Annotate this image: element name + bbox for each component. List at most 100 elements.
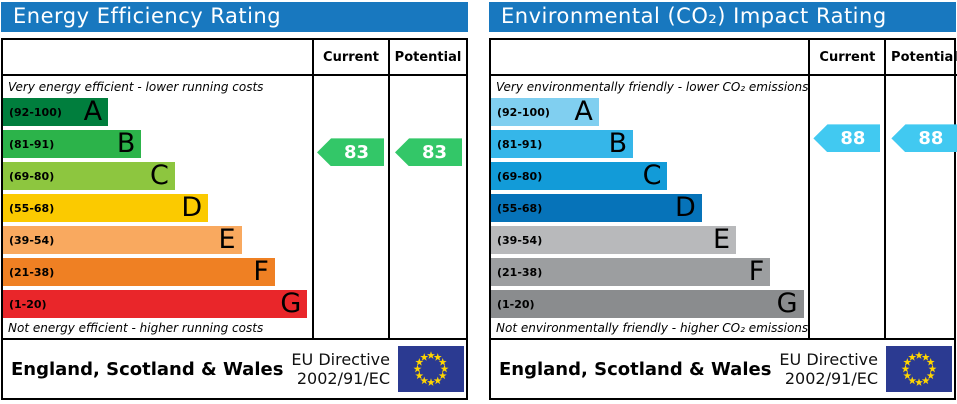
band-range-label: (81-91) xyxy=(9,137,55,151)
eu-flag-star xyxy=(415,371,424,380)
energy-current-rating-arrow: 83 xyxy=(317,138,384,167)
band-row-e: (39-54) E xyxy=(3,226,242,254)
eu-flag-star xyxy=(413,364,422,373)
co2-potential-rating-arrow: 88 xyxy=(891,124,957,153)
energy-potential-cell: 83 xyxy=(388,76,466,338)
eu-flag-star xyxy=(438,371,447,380)
co2-current-cell: 88 xyxy=(808,76,884,338)
eu-directive-line1: EU Directive xyxy=(779,349,878,369)
band-letter: C xyxy=(642,160,662,191)
eu-flag-star xyxy=(433,353,442,361)
co2-region-label: England, Scotland & Wales xyxy=(499,358,772,380)
energy-bottom-scale-label: Not energy efficient - higher running co… xyxy=(8,321,264,335)
band-range-label: (1-20) xyxy=(497,297,535,311)
band-letter: F xyxy=(253,256,269,287)
eu-flag-star xyxy=(915,351,923,359)
band-row-a: (92-100) A xyxy=(3,96,109,127)
band-letter: E xyxy=(218,224,236,255)
co2-potential-rating-value: 88 xyxy=(918,127,944,149)
band-letter: C xyxy=(149,160,169,191)
band-range-label: (1-20) xyxy=(9,297,47,311)
band-row-b: (81-91) B xyxy=(491,128,634,159)
band-range-label: (55-68) xyxy=(497,201,543,215)
energy-panel-title: Energy Efficiency Rating xyxy=(1,2,468,32)
energy-current-column-header: Current xyxy=(312,40,388,76)
eu-flag-star xyxy=(915,378,923,386)
eu-flag-star xyxy=(908,353,917,361)
co2-eu-directive-label: EU Directive 2002/91/EC xyxy=(779,350,886,388)
eu-flag-star xyxy=(427,351,435,359)
co2-impact-panel: Environmental (CO₂) Impact Rating Curren… xyxy=(489,2,957,400)
band-range-label: (81-91) xyxy=(497,137,543,151)
eu-flag-icon xyxy=(886,346,952,392)
co2-current-rating-value: 88 xyxy=(840,127,866,149)
band-row-c: (69-80) C xyxy=(491,160,668,191)
energy-rating-table: Current Potential Very energy efficient … xyxy=(1,38,468,340)
co2-bands: (92-100) A (81-91) B (69-80) C (55-68) D (39-54)… xyxy=(491,98,808,318)
band-row-c: (69-80) C xyxy=(3,162,175,190)
co2-top-scale-label: Very environmentally friendly - lower CO… xyxy=(496,80,809,94)
eu-directive-line1: EU Directive xyxy=(291,349,390,369)
co2-current-rating-arrow: 88 xyxy=(813,124,881,153)
eu-flag-star xyxy=(420,376,429,385)
band-range-label: (21-38) xyxy=(9,265,55,279)
eu-flag-star xyxy=(415,358,424,366)
energy-potential-rating-value: 83 xyxy=(421,141,448,163)
band-row-g: (1-20) G xyxy=(491,290,804,318)
energy-eu-directive-label: EU Directive 2002/91/EC xyxy=(291,350,398,388)
band-range-label: (69-80) xyxy=(497,169,543,183)
energy-header-blank-cell xyxy=(3,40,312,76)
eu-flag-star xyxy=(433,376,442,385)
co2-bands-cell: Very environmentally friendly - lower CO… xyxy=(491,76,808,338)
band-letter: A xyxy=(83,96,103,127)
energy-potential-rating-arrow: 83 xyxy=(395,138,462,167)
band-letter: D xyxy=(181,192,203,223)
eu-flag-star xyxy=(420,353,429,361)
band-letter: B xyxy=(608,128,628,159)
band-range-label: (39-54) xyxy=(497,233,543,247)
co2-potential-cell: 88 xyxy=(884,76,957,338)
eu-flag-star xyxy=(901,364,910,373)
eu-flag-star xyxy=(438,358,447,366)
band-row-g: (1-20) G xyxy=(3,288,308,319)
band-row-d: (55-68) D xyxy=(491,194,702,222)
eu-flag-star xyxy=(440,364,449,373)
band-letter: A xyxy=(574,96,593,127)
band-letter: G xyxy=(776,288,798,319)
co2-current-column-header: Current xyxy=(808,40,885,76)
band-letter: D xyxy=(674,192,696,223)
eu-flag-icon xyxy=(398,346,464,392)
eu-flag-star xyxy=(926,358,935,366)
energy-footer: England, Scotland & Wales EU Directive 2… xyxy=(1,338,468,400)
co2-bottom-scale-label: Not environmentally friendly - higher CO… xyxy=(496,321,809,335)
band-range-label: (39-54) xyxy=(9,233,55,247)
eu-flag-star xyxy=(903,358,912,366)
energy-current-cell: 83 xyxy=(312,76,388,338)
energy-region-label: England, Scotland & Wales xyxy=(11,358,284,380)
band-row-f: (21-38) F xyxy=(3,258,275,286)
band-range-label: (55-68) xyxy=(9,201,55,215)
band-letter: G xyxy=(280,288,302,319)
band-letter: F xyxy=(748,256,765,287)
band-row-f: (21-38) F xyxy=(491,256,771,287)
eu-flag-star xyxy=(921,353,930,361)
eu-directive-line2: 2002/91/EC xyxy=(784,369,878,388)
energy-bands: (92-100) A (81-91) B (69-80) C (55-68) D (39-54)… xyxy=(3,98,312,318)
band-letter: B xyxy=(116,128,136,159)
band-row-a: (92-100) A xyxy=(491,98,599,126)
energy-bands-cell: Very energy efficient - lower running co… xyxy=(3,76,312,338)
co2-header-blank-cell xyxy=(491,40,809,76)
co2-panel-title: Environmental (CO₂) Impact Rating xyxy=(489,2,956,32)
band-range-label: (92-100) xyxy=(497,105,550,119)
eu-flag-star xyxy=(926,371,935,380)
energy-potential-column-header: Potential xyxy=(388,40,466,76)
eu-flag-star xyxy=(427,378,435,386)
band-row-e: (39-54) E xyxy=(491,226,736,254)
eu-flag-star xyxy=(908,376,917,385)
band-letter: E xyxy=(712,224,730,255)
eu-flag-star xyxy=(903,371,912,380)
eu-flag-star xyxy=(921,376,930,385)
energy-top-scale-label: Very energy efficient - lower running co… xyxy=(8,80,264,94)
eu-flag-star xyxy=(928,364,937,373)
co2-rating-table: Current Potential Very environmentally f… xyxy=(489,38,957,340)
